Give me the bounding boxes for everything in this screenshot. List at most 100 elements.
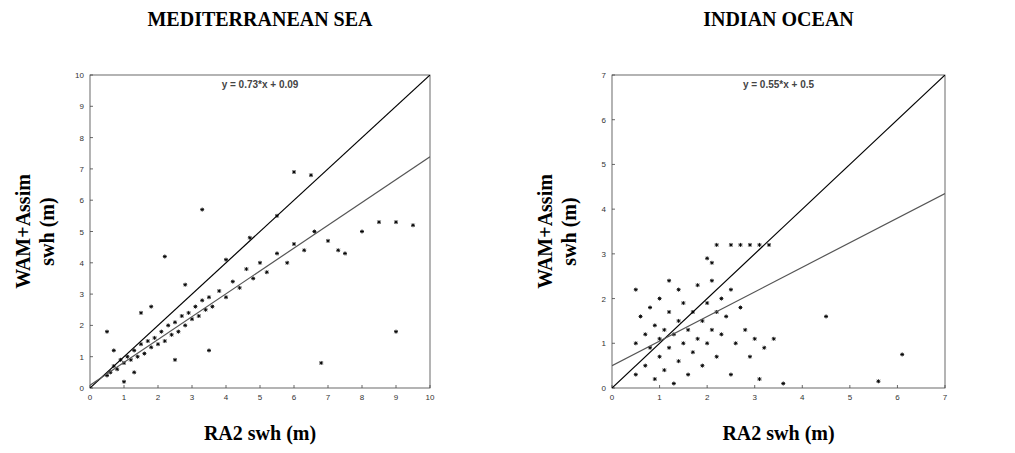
point — [738, 306, 742, 310]
y-tick — [90, 294, 93, 295]
point — [275, 251, 279, 255]
y-tick-label: 0 — [80, 384, 85, 393]
point — [187, 311, 191, 315]
identity-line — [90, 75, 430, 388]
x-tick — [362, 385, 363, 388]
point — [748, 355, 752, 359]
point — [217, 289, 221, 293]
y-tick — [90, 262, 93, 263]
point — [112, 348, 116, 352]
y-axis-label-line: swh (m) — [558, 197, 581, 265]
point — [753, 337, 757, 341]
x-tick-label: 8 — [360, 393, 365, 402]
point — [176, 330, 180, 334]
point — [719, 297, 723, 301]
point — [207, 295, 211, 299]
x-tick-label: 2 — [705, 393, 710, 402]
y-tick — [612, 119, 615, 120]
point — [653, 377, 657, 381]
y-tick-label: 6 — [80, 196, 85, 205]
x-tick-label: 7 — [326, 393, 331, 402]
x-tick-label: 3 — [752, 393, 757, 402]
point — [163, 255, 167, 259]
point — [667, 346, 671, 350]
point — [705, 256, 709, 260]
x-tick-label: 0 — [610, 393, 615, 402]
y-tick-label: 0 — [602, 384, 607, 393]
x-tick — [260, 385, 261, 388]
y-axis-label-line: WAM+Assim — [12, 174, 34, 289]
point — [696, 337, 700, 341]
x-tick-label: 1 — [657, 393, 662, 402]
point — [180, 314, 184, 318]
x-tick-label: 3 — [190, 393, 195, 402]
point — [159, 330, 163, 334]
fit-equation: y = 0.55*x + 0.5 — [743, 79, 815, 90]
x-tick — [328, 385, 329, 388]
y-tick — [612, 75, 615, 76]
point — [200, 208, 204, 212]
y-tick-label: 4 — [602, 205, 607, 214]
point — [734, 341, 738, 345]
point — [122, 380, 126, 384]
y-axis-label: WAM+Assimswh (m) — [12, 174, 59, 289]
point — [691, 350, 695, 354]
point — [710, 279, 714, 283]
point — [705, 301, 709, 305]
fit-equation: y = 0.73*x + 0.09 — [222, 79, 299, 90]
point — [767, 243, 771, 247]
y-tick — [612, 253, 615, 254]
x-axis-label: RA2 swh (m) — [204, 422, 316, 445]
y-tick-label: 9 — [80, 102, 85, 111]
x-tick-label: 5 — [848, 393, 853, 402]
point — [231, 280, 235, 284]
x-tick — [659, 385, 660, 388]
point — [710, 261, 714, 265]
y-tick-label: 1 — [602, 339, 607, 348]
point — [724, 314, 728, 318]
y-tick — [90, 356, 93, 357]
x-tick-label: 5 — [258, 393, 263, 402]
point — [648, 306, 652, 310]
point — [265, 270, 269, 274]
y-tick-label: 1 — [80, 353, 85, 362]
fit-line — [612, 193, 945, 365]
point — [658, 355, 662, 359]
point — [681, 301, 685, 305]
point — [715, 243, 719, 247]
y-tick — [612, 343, 615, 344]
y-tick-label: 2 — [80, 321, 85, 330]
point — [302, 248, 306, 252]
y-tick — [90, 75, 93, 76]
point — [686, 373, 690, 377]
point — [207, 348, 211, 352]
plot-frame — [612, 75, 945, 388]
point — [166, 323, 170, 327]
x-tick — [396, 385, 397, 388]
y-tick-label: 7 — [602, 71, 607, 80]
point — [411, 223, 415, 227]
point — [173, 320, 177, 324]
y-axis-label-line: swh (m) — [36, 197, 59, 265]
y-axis-label: WAM+Assimswh (m) — [534, 174, 581, 289]
point — [667, 279, 671, 283]
point — [173, 358, 177, 362]
point — [686, 328, 690, 332]
point — [193, 305, 197, 309]
x-tick — [158, 385, 159, 388]
y-tick-label: 10 — [75, 71, 84, 80]
x-tick-label: 4 — [800, 393, 805, 402]
y-tick-label: 8 — [80, 134, 85, 143]
point — [634, 373, 638, 377]
point — [696, 283, 700, 287]
point — [781, 382, 785, 386]
point — [757, 243, 761, 247]
point — [319, 361, 323, 365]
y-tick — [90, 168, 93, 169]
point — [163, 339, 167, 343]
point — [149, 305, 153, 309]
x-tick — [802, 385, 803, 388]
point — [757, 377, 761, 381]
point — [292, 170, 296, 174]
x-tick-label: 6 — [292, 393, 297, 402]
